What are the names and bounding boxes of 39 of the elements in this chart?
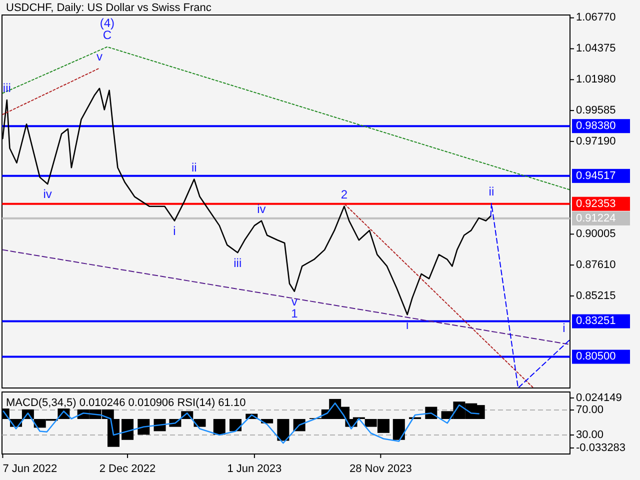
annotation: iii [2,81,11,96]
annotation: ii [488,184,494,199]
x-tick-label: 28 Nov 2023 [349,463,412,475]
annotation: C [102,28,112,42]
y-tick-label: 0.97190 [576,135,616,148]
ref-line-label: 0.83251 [576,315,616,328]
y-tick-label: 0.85215 [576,290,616,302]
x-tick-label: 1 Jun 2023 [227,463,282,475]
y-tick-label: 0.99585 [576,104,616,116]
text: MACD(5,34,5) 0.010246 0.010906 RSI(14) 61.10 [6,397,246,409]
y-tick-label: 1.06770 [576,12,616,24]
y-tick-label: 1.01980 [576,74,616,86]
annotation: (4) [100,16,115,30]
y2-tick-label: 30.00 [576,428,604,441]
chart-title: USDCHF, Daily: US Dollar vs Swiss Franc [6,2,212,14]
annotation: i [562,320,566,335]
y-tick-label: 1.04375 [576,42,616,55]
ref-line-label: 0.98380 [576,120,616,132]
annotation: 2 [340,188,348,202]
ref-line-label: 0.92353 [576,198,616,210]
ref-line-label: 0.91224 [576,212,616,224]
y-tick-label: -0.033283 [576,442,626,454]
annotation: i [406,318,409,332]
annotation: v [96,49,102,64]
annotation: iv [257,202,266,216]
y-tick-label: 0.90005 [576,228,616,240]
annotation: i [173,224,176,238]
y2-tick-label: 70.00 [576,404,604,416]
y-tick-label: 0.87610 [576,258,616,271]
annotation: iv [43,187,52,202]
annotation: 1 [291,306,298,321]
x-tick-label: 2 Dec 2022 [99,463,156,475]
annotation: iii [234,256,242,270]
annotation: ii [191,160,197,174]
ref-line-label: 0.80500 [576,350,616,363]
x-tick-label: 7 Jun 2022 [2,463,58,475]
ref-line-label: 0.94517 [576,170,616,182]
y-tick-label: 0.024149 [576,392,622,404]
annotation: v [291,294,298,309]
